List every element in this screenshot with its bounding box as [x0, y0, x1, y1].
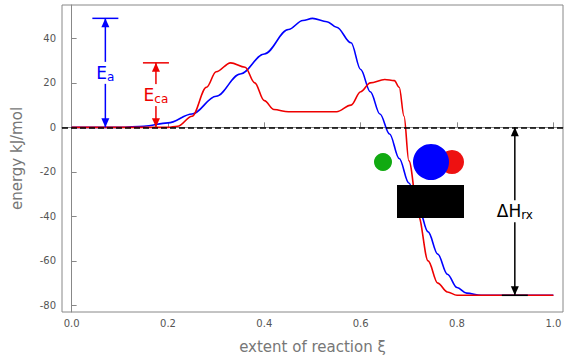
svg-text:-60: -60: [40, 255, 56, 266]
svg-text:1.0: 1.0: [545, 318, 561, 329]
svg-text:E: E: [96, 63, 107, 83]
svg-text:-80: -80: [40, 300, 56, 311]
svg-text:-20: -20: [40, 166, 56, 177]
svg-text:0.8: 0.8: [449, 318, 465, 329]
svg-text:energy kJ/mol: energy kJ/mol: [8, 107, 26, 210]
svg-text:ΔH: ΔH: [497, 201, 521, 221]
svg-text:0.0: 0.0: [64, 318, 80, 329]
svg-text:a: a: [107, 70, 114, 84]
svg-text:0.2: 0.2: [160, 318, 176, 329]
svg-text:20: 20: [43, 77, 56, 88]
svg-text:E: E: [144, 85, 155, 105]
svg-text:-40: -40: [40, 211, 56, 222]
svg-text:ca: ca: [154, 92, 168, 106]
svg-text:0.4: 0.4: [256, 318, 272, 329]
svg-text:0.6: 0.6: [353, 318, 369, 329]
svg-text:0: 0: [50, 122, 56, 133]
svg-text:40: 40: [43, 33, 56, 44]
svg-text:rx: rx: [521, 208, 533, 222]
svg-text:extent of reaction ξ: extent of reaction ξ: [239, 338, 386, 356]
